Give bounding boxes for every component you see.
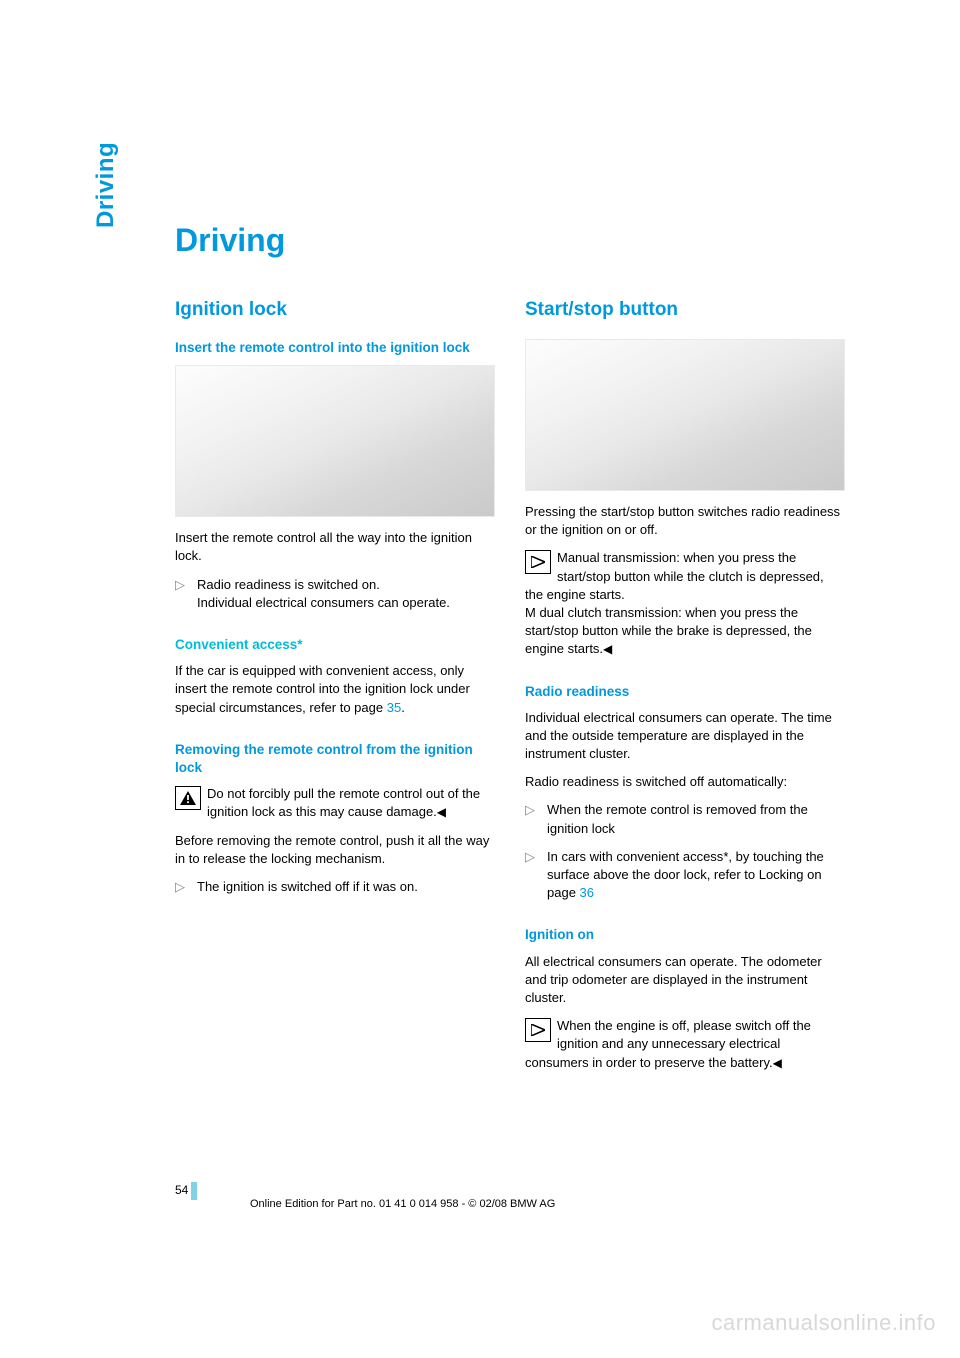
body-text: Pressing the start/stop button switches … [525,503,845,539]
figure-start-stop-button [525,339,845,491]
list-item: ▷ When the remote control is removed fro… [525,801,845,837]
note-text: M dual clutch transmission: when you pre… [525,605,812,656]
bullet-line: Individual electrical consumers can oper… [197,595,450,610]
note-end-mark-icon: ◀ [603,641,612,658]
page-number-value: 54 [175,1183,188,1197]
bullet-text: Radio readiness is switched on. Individu… [197,576,495,612]
side-tab-label: Driving [92,142,120,228]
body-text: All electrical consumers can operate. Th… [525,953,845,1008]
list-item: ▷ Radio readiness is switched on. Indivi… [175,576,495,612]
page-reference-link[interactable]: 36 [580,885,594,900]
info-note: Manual transmission: when you press the … [525,549,845,658]
list-item: ▷ The ignition is switched off if it was… [175,878,495,896]
watermark-text: carmanualsonline.info [711,1310,936,1336]
body-text: If the car is equipped with convenient a… [175,662,495,717]
page-title: Driving [175,222,845,259]
section-heading-ignition-lock: Ignition lock [175,299,495,321]
right-column: Start/stop button Pressing the start/sto… [525,299,845,1082]
bullet-marker-icon: ▷ [525,848,547,903]
body-text: Individual electrical consumers can oper… [525,709,845,764]
left-column: Ignition lock Insert the remote control … [175,299,495,1082]
list-item: ▷ In cars with convenient access*, by to… [525,848,845,903]
info-icon [525,1018,551,1042]
subheading-ignition-on: Ignition on [525,926,845,944]
warning-icon [175,786,201,810]
bullet-text: In cars with convenient access*, by touc… [547,848,845,903]
footer-text: Online Edition for Part no. 01 41 0 014 … [250,1198,555,1210]
subheading-convenient-access: Convenient access* [175,636,495,654]
text-fragment: . [401,700,405,715]
bullet-marker-icon: ▷ [175,878,197,896]
subheading-radio-readiness: Radio readiness [525,683,845,701]
body-text: Radio readiness is switched off automati… [525,773,845,791]
bullet-line: Radio readiness is switched on. [197,577,380,592]
figure-ignition-lock [175,365,495,517]
note-text: When the engine is off, please switch of… [525,1018,811,1069]
subheading-insert-remote: Insert the remote control into the ignit… [175,339,495,357]
body-text: Before removing the remote control, push… [175,832,495,868]
page-content: Driving Ignition lock Insert the remote … [175,222,845,1082]
note-text: Manual transmission: when you press the … [525,550,824,601]
info-note: When the engine is off, please switch of… [525,1017,845,1072]
bullet-marker-icon: ▷ [525,801,547,837]
bullet-marker-icon: ▷ [175,576,197,612]
bullet-text: The ignition is switched off if it was o… [197,878,495,896]
manual-page: Driving Driving Ignition lock Insert the… [0,0,960,1358]
note-end-mark-icon: ◀ [773,1055,782,1072]
warning-note: Do not forcibly pull the remote control … [175,785,495,821]
page-number-bar-icon [191,1182,197,1200]
body-text: Insert the remote control all the way in… [175,529,495,565]
page-number: 54 [175,1182,197,1197]
text-fragment: In cars with convenient access [547,849,723,864]
subheading-removing-remote: Removing the remote control from the ign… [175,741,495,777]
section-heading-start-stop: Start/stop button [525,299,845,321]
info-icon [525,550,551,574]
text-fragment: If the car is equipped with convenient a… [175,663,470,714]
two-column-layout: Ignition lock Insert the remote control … [175,299,845,1082]
note-end-mark-icon: ◀ [437,804,446,821]
bullet-text: When the remote control is removed from … [547,801,845,837]
page-reference-link[interactable]: 35 [387,700,401,715]
